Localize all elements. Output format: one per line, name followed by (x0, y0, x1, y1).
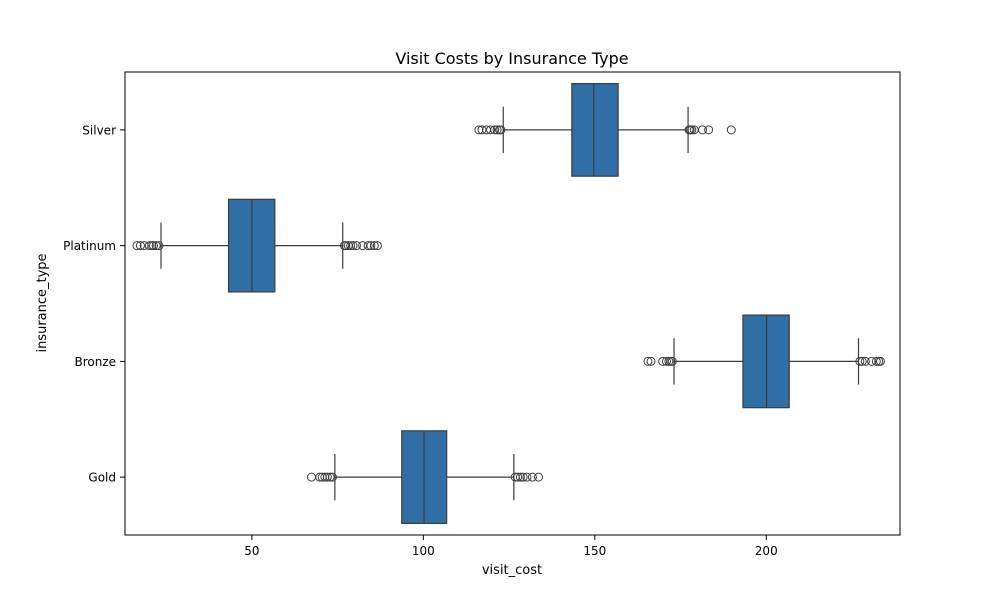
x-axis-label: visit_cost (482, 563, 542, 578)
outlier-point (490, 125, 500, 135)
outlier-point (687, 125, 697, 135)
outlier-point (522, 472, 532, 482)
outlier-point (726, 125, 736, 135)
plot-area (132, 82, 885, 525)
box-silver (474, 82, 736, 177)
outlier-point (322, 472, 332, 482)
x-tick-label: 100 (412, 544, 435, 558)
outlier-point (515, 472, 525, 482)
outlier-point (643, 356, 653, 366)
box-bronze (643, 314, 885, 409)
chart-title: Visit Costs by Insurance Type (395, 49, 628, 68)
outlier-point (325, 472, 335, 482)
outlier-point (151, 241, 161, 251)
x-axis: 50 100 150 200 (244, 535, 778, 558)
outlier-point (871, 356, 881, 366)
x-tick-label: 50 (244, 544, 259, 558)
outlier-point (154, 241, 164, 251)
outlier-point (144, 241, 154, 251)
outlier-point (363, 241, 373, 251)
iqr-box (571, 82, 619, 177)
outlier-point (704, 125, 714, 135)
outlier-point (496, 125, 506, 135)
outlier-point (860, 356, 870, 366)
outlier-point (646, 356, 656, 366)
box-platinum (132, 198, 382, 293)
y-tick-label: Bronze (74, 355, 116, 369)
outlier-point (855, 356, 865, 366)
x-tick-label: 150 (583, 544, 606, 558)
plot-frame (124, 71, 901, 536)
outlier-point (518, 472, 528, 482)
y-tick-label: Gold (88, 471, 116, 485)
outlier-point (348, 241, 358, 251)
outlier-point (857, 356, 867, 366)
outlier-point (341, 241, 351, 251)
outlier-point (346, 241, 356, 251)
outlier-point (527, 472, 537, 482)
box-gold (307, 430, 544, 525)
outlier-point (875, 356, 885, 366)
outlier-point (661, 356, 671, 366)
y-tick-label: Platinum (63, 239, 116, 253)
outlier-point (477, 125, 487, 135)
outlier-point (513, 472, 523, 482)
y-axis: Silver Platinum Bronze Gold (63, 123, 125, 485)
outlier-point (867, 356, 877, 366)
outlier-point (372, 241, 382, 251)
outlier-point (135, 241, 145, 251)
x-tick-label: 200 (755, 544, 778, 558)
outlier-point (132, 241, 142, 251)
outlier-point (327, 472, 337, 482)
y-axis-label: insurance_type (35, 253, 50, 352)
outlier-point (369, 241, 379, 251)
outlier-point (492, 125, 502, 135)
outlier-point (667, 356, 677, 366)
outlier-point (697, 125, 707, 135)
outlier-point (486, 125, 496, 135)
outlier-point (351, 241, 361, 251)
outlier-point (366, 241, 376, 251)
y-tick-label: Silver (82, 123, 116, 137)
outlier-point (534, 472, 544, 482)
outlier-point (148, 241, 158, 251)
